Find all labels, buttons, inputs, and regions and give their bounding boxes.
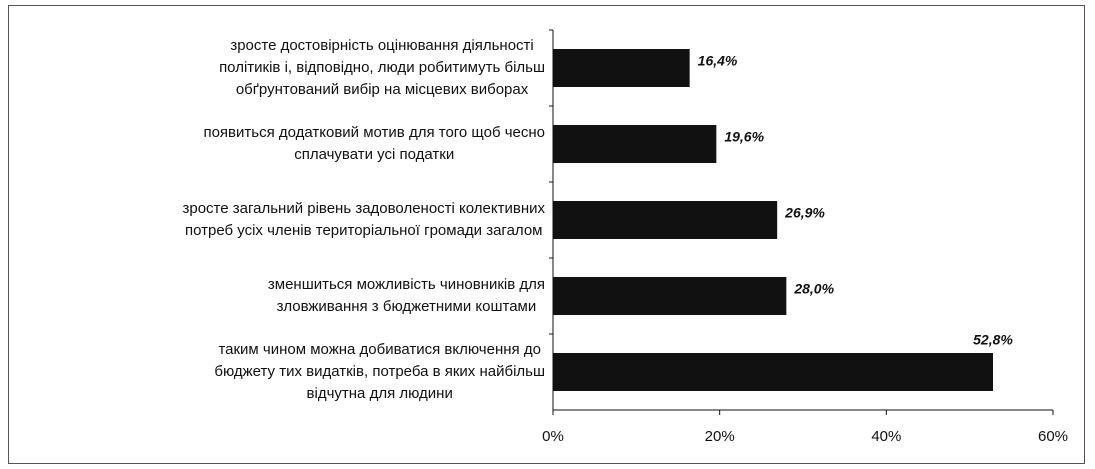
x-tick-label: 60% (1038, 428, 1068, 445)
category-label: бюджету тих видатків, потреба в яких най… (214, 363, 545, 380)
frame (8, 5, 1085, 464)
x-tick-label: 20% (705, 428, 735, 445)
category-label: зловживання з бюджетними коштами (277, 298, 537, 315)
value-label: 52,8% (973, 332, 1013, 348)
category-label: сплачувати усі податки (294, 146, 454, 163)
bar (553, 353, 993, 391)
value-label: 16,4% (698, 53, 738, 69)
x-tick-label: 0% (542, 428, 564, 445)
category-label: таким чином можна добиватися включення д… (218, 341, 540, 358)
bar (553, 277, 787, 315)
category-label: потреб усіх членів територіальної громад… (185, 222, 543, 239)
category-label: політиків і, відповідно, люди робитимуть… (219, 59, 545, 76)
category-label: обґрунтований вибір на місцевих виборах (236, 81, 529, 98)
bar (553, 125, 717, 163)
x-tick-label: 40% (871, 428, 901, 445)
value-label: 28,0% (793, 281, 834, 297)
category-label: зменшиться можливість чиновників для (268, 276, 545, 293)
category-label: зросте загальний рівень задоволеності ко… (182, 200, 545, 217)
bar (553, 201, 778, 239)
category-label: відчутна для людини (307, 385, 453, 402)
value-label: 19,6% (724, 129, 764, 145)
bar (553, 49, 690, 87)
category-label: зросте достовірність оцінювання діяльнос… (230, 37, 533, 54)
value-label: 26,9% (784, 205, 825, 221)
category-label: появиться додатковий мотив для того щоб … (203, 124, 545, 141)
